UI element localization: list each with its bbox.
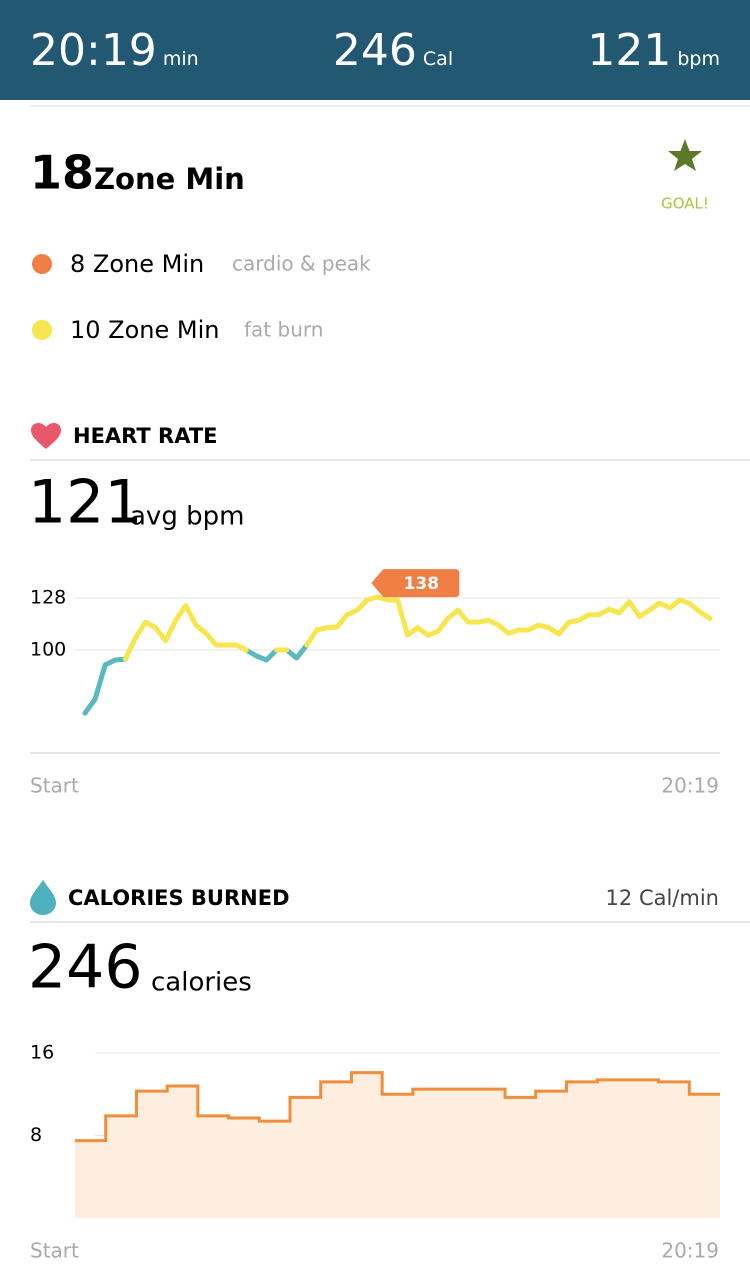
zone-item: 10 Zone Min [70,316,219,344]
drop-icon [30,880,56,915]
y-tick-label: 128 [30,587,66,609]
hr-average-unit: avg bpm [130,502,244,532]
goal-star [668,139,702,171]
zone-label: Zone Min [94,162,245,196]
calorie-area [75,1072,720,1218]
section-title: CALORIES BURNED [68,886,290,910]
zone-item: 8 Zone Min [70,250,204,278]
y-tick-label: 8 [30,1124,42,1146]
x-label: Start [30,1239,79,1263]
hr-line [122,594,713,662]
stat-value: 121 [587,24,672,76]
zone-detail: cardio & peak [232,252,371,276]
content: 18 Zone Min GOAL! 8 Zone Min cardio & pe… [28,105,750,1263]
calorie-total: 246 [28,933,143,1003]
annotation-tag [371,569,460,598]
heart-icon [31,423,61,449]
x-label: 20:19 [661,1239,719,1263]
zone-dot [32,254,52,274]
section-title: HEART RATE [73,424,218,448]
stat-value: 20:19 [30,24,157,76]
stat: 121 bpm [587,25,720,76]
x-label: 20:19 [661,774,719,798]
stat-unit: min [162,47,199,70]
zone-detail: fat burn [244,318,323,342]
calorie-rate: 12 Cal/min [606,886,719,910]
header: 20:19 min 246 Cal 121 bpm [0,0,750,100]
stat-unit: Cal [422,47,454,70]
goal-label: GOAL! [661,195,709,213]
stat: 20:19 min [30,25,199,76]
stat: 246 Cal [333,25,453,76]
y-tick-label: 100 [30,639,66,661]
zone-total: 18 [30,146,94,200]
hr-average: 121 [28,468,143,538]
heart-rate-chart: 100 128 Start 20:19 138 [30,569,720,798]
annotation-label: 138 [404,574,440,594]
y-tick-label: 16 [30,1042,54,1064]
calorie-unit: calories [151,968,252,998]
calories-chart: 8 16 Start 20:19 [30,1042,720,1263]
x-label: Start [30,774,79,798]
calorie-line [75,1071,720,1143]
hr-line [82,642,310,716]
stat-value: 246 [332,24,417,76]
zone-dot [32,320,52,340]
stat-unit: bpm [677,47,720,70]
